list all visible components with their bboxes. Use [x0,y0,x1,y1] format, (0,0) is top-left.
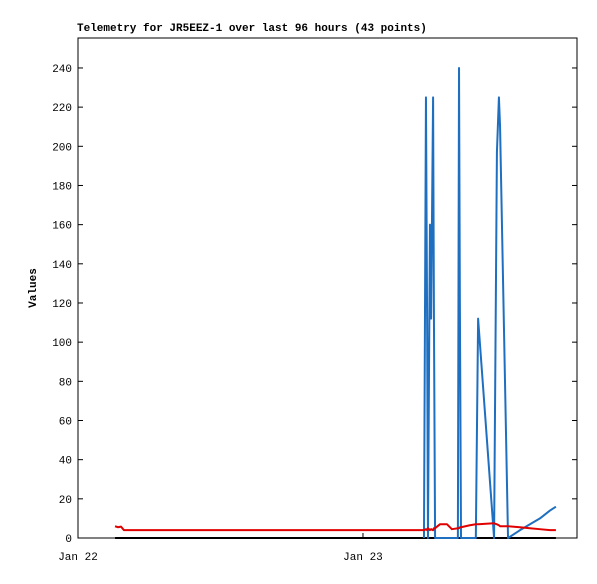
series-line [114,522,556,532]
y-tick-label: 40 [59,456,72,468]
y-tick-label: 140 [52,260,72,272]
y-tick-label: 80 [59,377,72,389]
y-tick-label: 180 [52,181,72,193]
series-line [422,66,557,539]
plot-frame [77,37,578,539]
y-tick-label: 240 [52,64,72,76]
y-tick-label: 200 [52,142,72,154]
y-tick-label: 220 [52,103,72,115]
y-tick-label: 20 [59,495,72,507]
y-tick-label: 60 [59,416,72,428]
y-tick-label: 160 [52,221,72,233]
y-tick-label: 120 [52,299,72,311]
chart-title: Telemetry for JR5EEZ-1 over last 96 hour… [77,23,427,35]
x-tick-label: Jan 22 [58,552,98,564]
y-tick-label: 100 [52,338,72,350]
y-tick-label: 0 [65,534,72,546]
y-axis-label: Values [28,268,40,308]
x-tick-label: Jan 23 [343,552,383,564]
